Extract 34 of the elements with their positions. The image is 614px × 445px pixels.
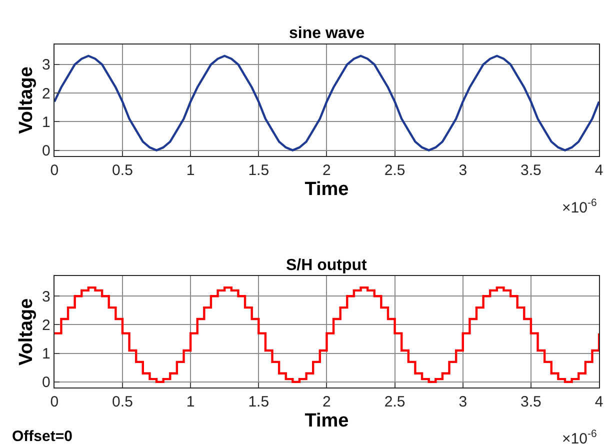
x-tick-label: 3.5 (520, 394, 542, 411)
x-tick-label: 1 (186, 162, 195, 180)
y-axis-title: Voltage (16, 298, 37, 366)
x-tick-label: 3 (458, 162, 468, 180)
chart-title: sine wave (289, 25, 365, 42)
y-tick-label: 0 (42, 374, 50, 392)
x-axis-title: Time (304, 410, 349, 432)
y-tick-label: 3 (42, 288, 50, 306)
y-tick-label: 0 (42, 142, 50, 160)
x-tick-label: 0.5 (112, 394, 133, 411)
x-tick-label: 2.5 (384, 162, 406, 180)
x-tick-label: 0.5 (112, 162, 133, 180)
text: ×10$^{-6}$ (562, 428, 597, 445)
x-tick-label: 1.5 (248, 394, 270, 411)
x-axis-title: Time (304, 179, 349, 200)
y-axis-title: Voltage (16, 66, 37, 134)
text: Offset=0 (12, 428, 72, 445)
x-tick-label: 2 (322, 162, 331, 180)
x-tick-label: 1.5 (248, 162, 270, 180)
y-tick-label: 3 (42, 56, 50, 74)
y-tick-label: 2 (42, 85, 50, 102)
y-tick-label: 1 (42, 114, 50, 131)
text: ×10$^{-6}$ (562, 197, 597, 216)
y-tick-label: 2 (42, 316, 50, 334)
x-tick-label: 4 (594, 162, 604, 180)
x-tick-label: 2 (322, 394, 331, 411)
line-series (54, 54, 600, 152)
x-tick-label: 2.5 (384, 394, 406, 411)
x-tick-label: 3 (458, 394, 468, 411)
x-tick-label: 3.5 (520, 162, 542, 180)
chart-title: S/H output (286, 257, 368, 274)
x-tick-label: 4 (594, 394, 604, 411)
x-tick-label: 1 (186, 394, 195, 411)
y-tick-label: 1 (42, 346, 50, 363)
